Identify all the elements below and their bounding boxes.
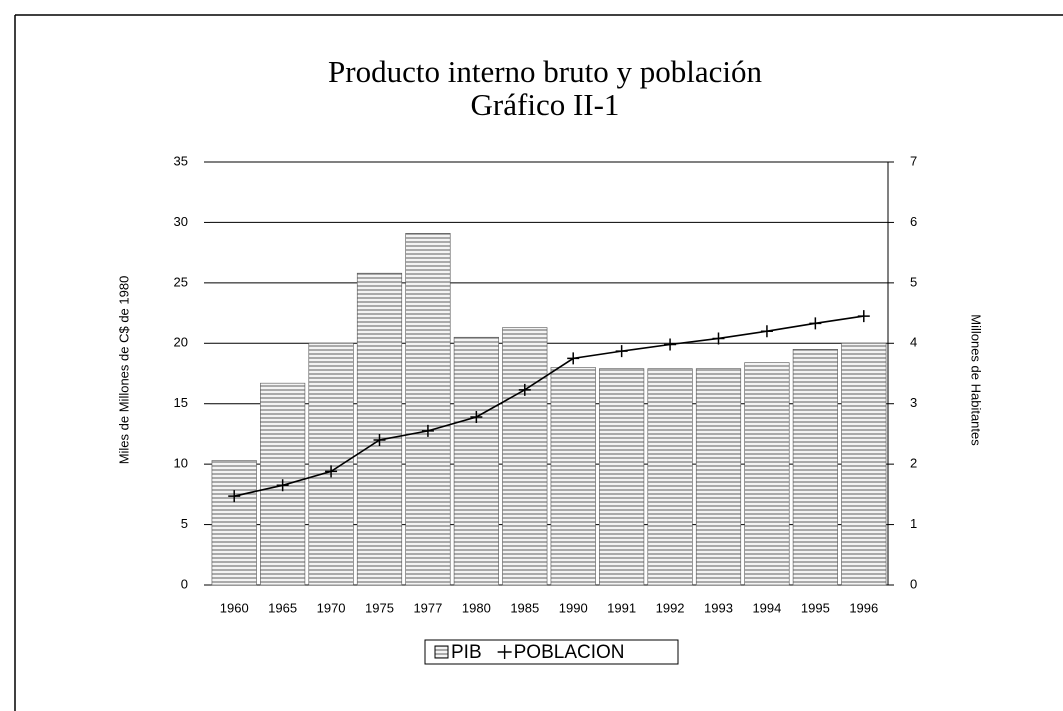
- x-tick-label: 1975: [365, 600, 394, 615]
- x-tick-label: 1985: [510, 600, 539, 615]
- bar: [550, 367, 596, 586]
- y2-tick-label: 3: [910, 395, 917, 410]
- marker: [809, 317, 822, 330]
- y2-tick-label: 1: [910, 516, 917, 531]
- x-tick-label: 1960: [220, 600, 249, 615]
- x-tick-label: 1991: [607, 600, 636, 615]
- marker: [567, 352, 580, 365]
- bar: [647, 368, 693, 586]
- bar: [599, 368, 645, 586]
- legend-label: POBLACION: [514, 642, 625, 663]
- y2-tick-label: 6: [910, 214, 917, 229]
- chart-subtitle: Gráfico II-1: [471, 87, 620, 122]
- y-tick-label: 10: [174, 456, 188, 471]
- marker: [373, 433, 386, 446]
- x-tick-label: 1970: [317, 600, 346, 615]
- legend-box: [424, 639, 679, 665]
- y2-tick-label: 5: [910, 274, 917, 289]
- y2-tick-label: 0: [910, 576, 917, 591]
- x-tick-label: 1992: [656, 600, 685, 615]
- bar: [308, 342, 354, 586]
- marker: [760, 325, 773, 338]
- y-axis-label: Miles de Millones de C$ de 1980: [116, 276, 131, 465]
- bar: [356, 272, 403, 586]
- bar: [211, 460, 257, 586]
- y2-axis-label: Millones de Habitantes: [969, 314, 984, 446]
- marker: [228, 490, 241, 503]
- marker: [276, 479, 289, 492]
- marker: [664, 338, 677, 351]
- bar: [453, 336, 499, 586]
- marker: [518, 383, 531, 396]
- y-tick-label: 30: [174, 214, 188, 229]
- y-tick-label: 25: [174, 274, 188, 289]
- legend-swatch: [434, 645, 449, 659]
- y-tick-label: 15: [174, 395, 188, 410]
- legend-label: PIB: [451, 642, 482, 663]
- marker: [470, 411, 483, 424]
- legend-swatch: [497, 645, 512, 659]
- bar: [744, 362, 790, 586]
- x-tick-label: 1993: [704, 600, 733, 615]
- y-tick-label: 0: [181, 576, 188, 591]
- marker: [421, 424, 434, 437]
- x-tick-label: 1965: [268, 600, 297, 615]
- x-tick-label: 1995: [801, 600, 830, 615]
- marker: [325, 465, 338, 478]
- line: [234, 315, 864, 497]
- x-tick-label: 1996: [849, 600, 878, 615]
- marker: [857, 310, 870, 323]
- y2-tick-label: 4: [910, 335, 917, 350]
- chart-title: Producto interno bruto y población: [328, 54, 762, 89]
- bar: [405, 233, 451, 586]
- y2-tick-label: 7: [910, 153, 917, 168]
- y-tick-label: 35: [174, 153, 188, 168]
- bar: [841, 342, 887, 586]
- x-tick-label: 1990: [559, 600, 588, 615]
- bar: [792, 349, 838, 586]
- y2-tick-label: 2: [910, 456, 917, 471]
- y-tick-label: 20: [174, 335, 188, 350]
- bar: [695, 368, 742, 586]
- marker: [712, 332, 725, 345]
- bar: [502, 327, 548, 586]
- y-tick-label: 5: [181, 516, 188, 531]
- x-tick-label: 1980: [462, 600, 491, 615]
- marker: [615, 345, 628, 358]
- x-tick-label: 1994: [752, 600, 781, 615]
- x-tick-label: 1977: [413, 600, 442, 615]
